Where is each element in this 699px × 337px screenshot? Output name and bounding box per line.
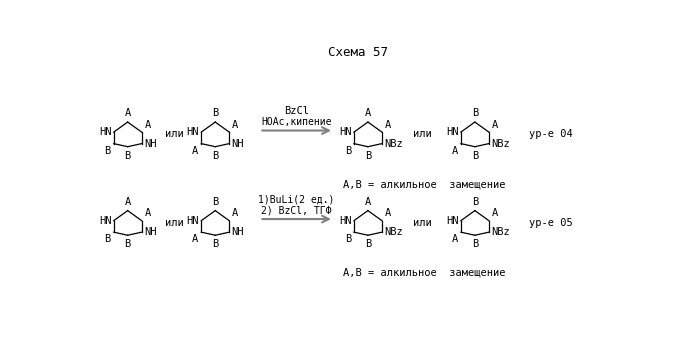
Text: HN: HN	[446, 216, 459, 225]
Text: А,В = алкильное  замещение: А,В = алкильное замещение	[343, 268, 506, 278]
Text: Схема 57: Схема 57	[328, 46, 388, 59]
Text: B: B	[365, 239, 371, 249]
Text: A: A	[192, 235, 199, 244]
Text: уp-е 04: уp-е 04	[529, 129, 573, 140]
Text: 1)BuLi(2 ед.): 1)BuLi(2 ед.)	[259, 194, 335, 205]
Text: B: B	[104, 146, 110, 156]
Text: A: A	[385, 120, 391, 130]
Text: А,В = алкильное  замещение: А,В = алкильное замещение	[343, 179, 506, 189]
Text: HN: HN	[446, 127, 459, 137]
Text: BzCl: BzCl	[284, 106, 309, 116]
Text: NBz: NBz	[384, 227, 403, 237]
Text: A: A	[232, 208, 238, 218]
Text: B: B	[472, 151, 478, 160]
Text: A: A	[192, 146, 199, 156]
Text: A: A	[492, 208, 498, 218]
Text: или: или	[413, 129, 431, 140]
Text: HN: HN	[187, 127, 199, 137]
Text: B: B	[345, 146, 351, 156]
Text: NBz: NBz	[384, 139, 403, 149]
Text: B: B	[212, 151, 218, 160]
Text: A: A	[145, 120, 151, 130]
Text: 2) BzCl, ТГФ: 2) BzCl, ТГФ	[261, 205, 332, 215]
Text: B: B	[212, 239, 218, 249]
Text: A: A	[232, 120, 238, 130]
Text: NH: NH	[231, 227, 244, 237]
Text: HN: HN	[99, 127, 111, 137]
Text: A: A	[385, 208, 391, 218]
Text: B: B	[365, 151, 371, 160]
Text: B: B	[472, 239, 478, 249]
Text: NH: NH	[231, 139, 244, 149]
Text: A: A	[365, 108, 371, 118]
Text: HN: HN	[339, 127, 352, 137]
Text: A: A	[145, 208, 151, 218]
Text: уp-е 05: уp-е 05	[529, 218, 573, 228]
Text: HN: HN	[339, 216, 352, 225]
Text: HN: HN	[187, 216, 199, 225]
Text: HN: HN	[99, 216, 111, 225]
Text: A: A	[365, 197, 371, 207]
Text: B: B	[212, 197, 218, 207]
Text: или: или	[413, 218, 431, 228]
Text: B: B	[345, 235, 351, 244]
Text: или: или	[165, 129, 184, 140]
Text: NBz: NBz	[491, 227, 510, 237]
Text: A: A	[492, 120, 498, 130]
Text: NBz: NBz	[491, 139, 510, 149]
Text: B: B	[472, 197, 478, 207]
Text: B: B	[472, 108, 478, 118]
Text: A: A	[452, 146, 458, 156]
Text: B: B	[104, 235, 110, 244]
Text: NH: NH	[144, 139, 157, 149]
Text: B: B	[124, 239, 131, 249]
Text: HOAc,кипение: HOAc,кипение	[261, 117, 332, 127]
Text: B: B	[212, 108, 218, 118]
Text: NH: NH	[144, 227, 157, 237]
Text: A: A	[124, 197, 131, 207]
Text: B: B	[124, 151, 131, 160]
Text: или: или	[165, 218, 184, 228]
Text: A: A	[452, 235, 458, 244]
Text: A: A	[124, 108, 131, 118]
